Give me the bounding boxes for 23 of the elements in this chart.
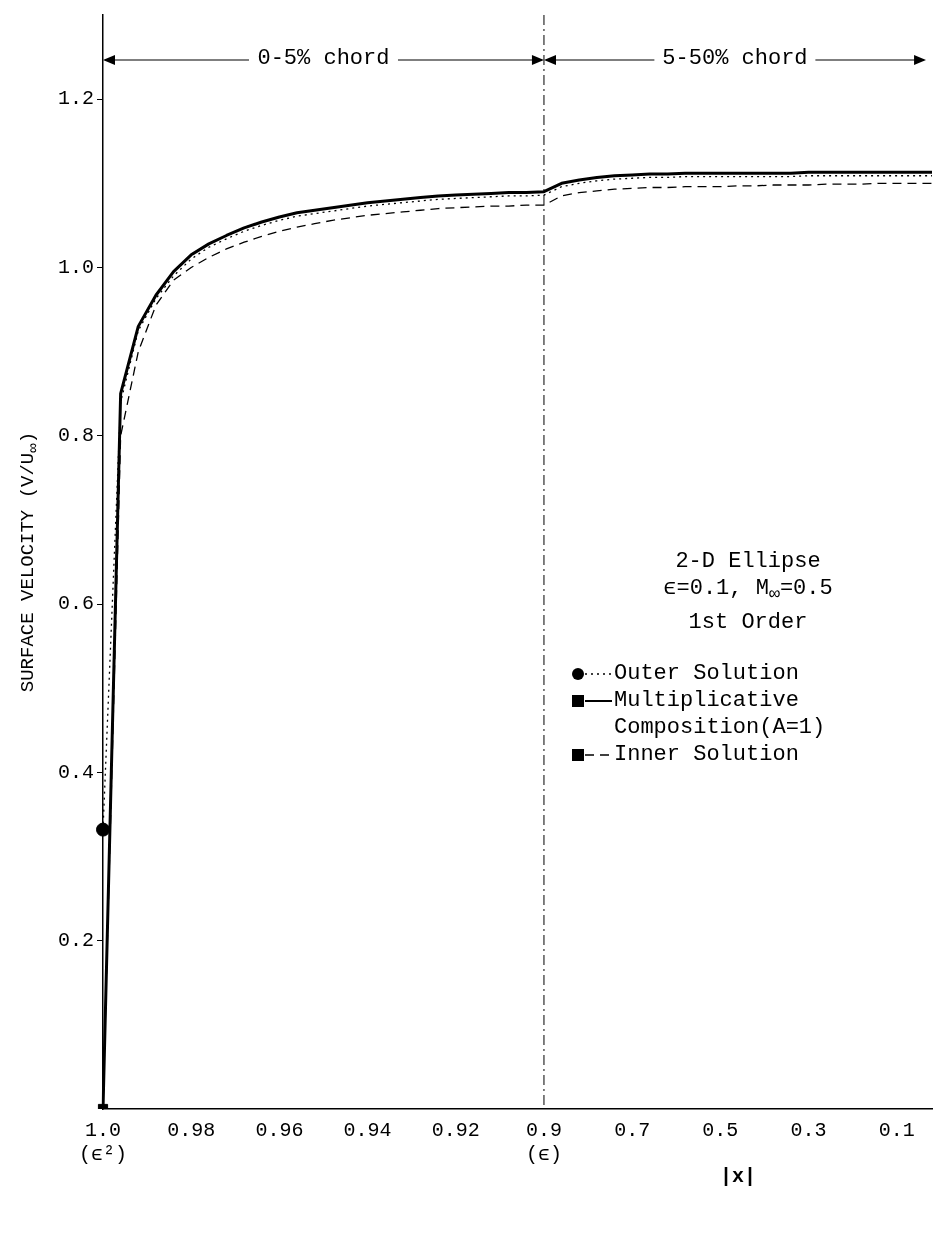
y-tick-label: 1.0 [57, 255, 95, 279]
x-tick-label: 1.0 (ϵ²) [79, 1119, 128, 1167]
legend-label: Multiplicative Composition(A=1) [614, 686, 827, 741]
x-tick-label: 0.3 [790, 1119, 827, 1143]
x-tick-label: 0.1 [878, 1119, 915, 1143]
y-tick-label: 1.2 [57, 87, 95, 111]
legend-label: Outer Solution [614, 659, 800, 687]
y-tick-label: 0.6 [57, 592, 95, 616]
y-tick-label: 0.8 [57, 424, 95, 448]
x-axis-title: |x| [719, 1165, 756, 1188]
x-tick-label: 0.92 [431, 1119, 480, 1143]
annotation: 5-50% chord [654, 46, 816, 71]
y-tick-label: 0.2 [57, 928, 95, 952]
x-tick-label: 0.5 [702, 1119, 739, 1143]
annotation: 0-5% chord [249, 46, 398, 71]
x-tick-label: 0.9 (ϵ) [525, 1119, 562, 1167]
x-tick-label: 0.7 [614, 1119, 651, 1143]
y-tick-label: 0.4 [57, 760, 95, 784]
x-tick-label: 0.96 [255, 1119, 304, 1143]
x-tick-label: 0.94 [343, 1119, 392, 1143]
legend-label: Inner Solution [614, 740, 800, 768]
x-tick-label: 0.98 [167, 1119, 216, 1143]
legend-title: 2-D Ellipse ϵ=0.1, M$_{∞}$=0.5 1st Order [662, 548, 834, 636]
